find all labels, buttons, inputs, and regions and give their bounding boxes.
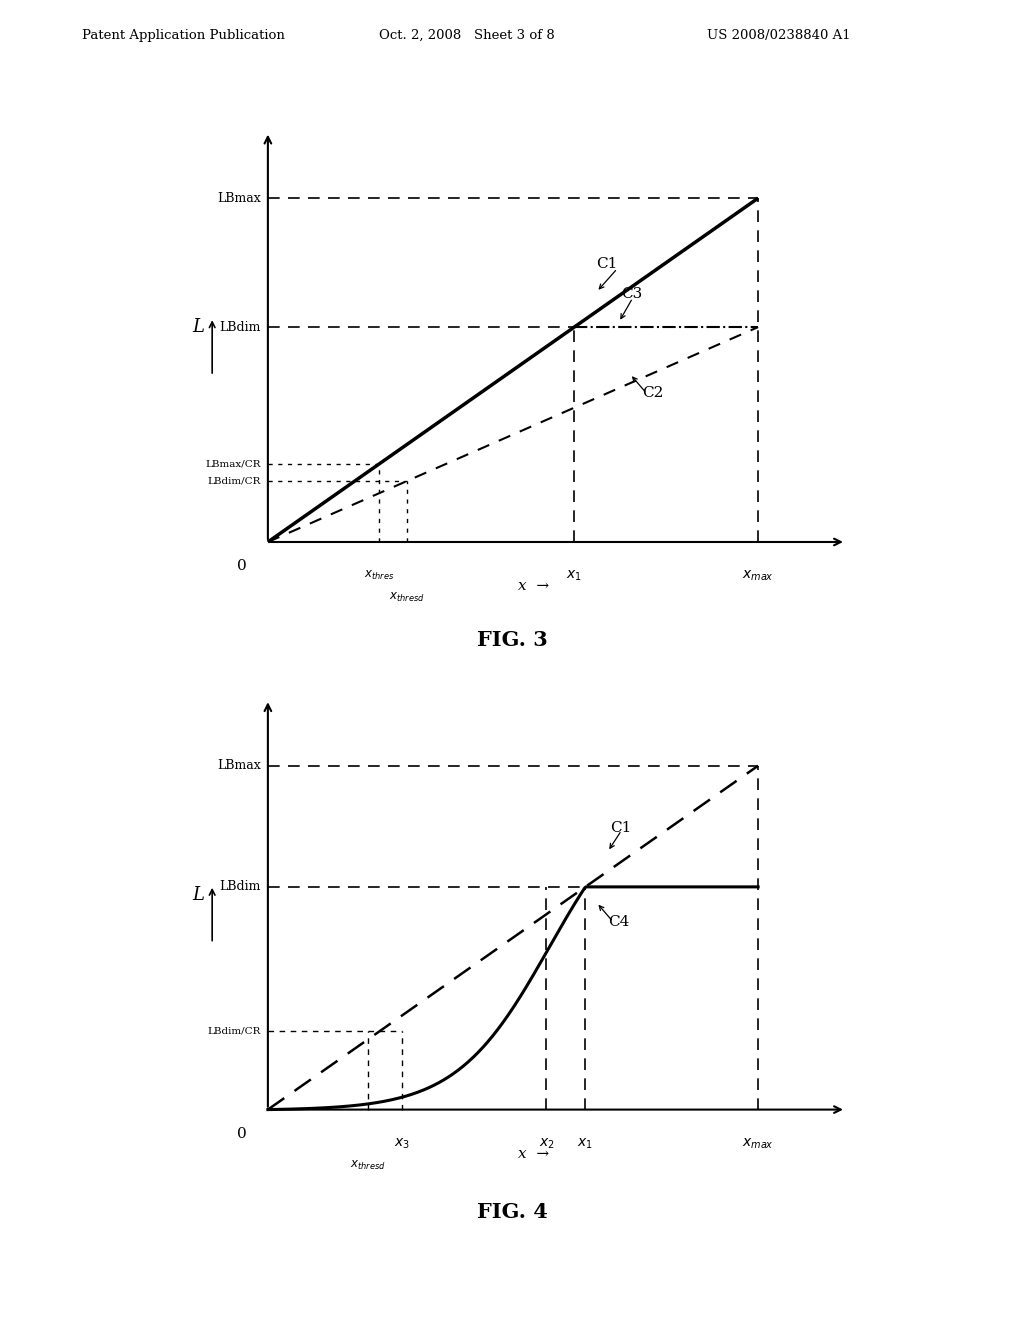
Text: FIG. 4: FIG. 4: [476, 1201, 548, 1222]
Text: 0: 0: [238, 560, 247, 573]
Text: $x_{thresd}$: $x_{thresd}$: [389, 591, 425, 605]
Text: x  →: x →: [518, 1147, 550, 1160]
Text: FIG. 3: FIG. 3: [476, 630, 548, 651]
Text: $x_{max}$: $x_{max}$: [742, 1137, 774, 1151]
Text: US 2008/0238840 A1: US 2008/0238840 A1: [707, 29, 850, 42]
Text: $x_2$: $x_2$: [539, 1137, 554, 1151]
Text: $x_{thresd}$: $x_{thresd}$: [350, 1159, 386, 1172]
Text: L: L: [193, 886, 204, 904]
Text: LBmax: LBmax: [217, 759, 261, 772]
Text: $x_{thres}$: $x_{thres}$: [365, 569, 394, 582]
Text: C1: C1: [610, 821, 632, 836]
Text: LBmax: LBmax: [217, 191, 261, 205]
Text: C3: C3: [622, 286, 643, 301]
Text: Oct. 2, 2008   Sheet 3 of 8: Oct. 2, 2008 Sheet 3 of 8: [379, 29, 555, 42]
Text: x  →: x →: [518, 579, 550, 593]
Text: C4: C4: [607, 915, 629, 929]
Text: LBdim: LBdim: [219, 880, 261, 894]
Text: $x_1$: $x_1$: [566, 569, 583, 583]
Text: Patent Application Publication: Patent Application Publication: [82, 29, 285, 42]
Text: 0: 0: [238, 1127, 247, 1140]
Text: LBmax/CR: LBmax/CR: [206, 459, 261, 469]
Text: C1: C1: [597, 257, 617, 272]
Text: $x_{max}$: $x_{max}$: [742, 569, 774, 583]
Text: C2: C2: [642, 387, 664, 400]
Text: L: L: [193, 318, 204, 337]
Text: LBdim: LBdim: [219, 321, 261, 334]
Text: LBdim/CR: LBdim/CR: [208, 477, 261, 486]
Text: $x_1$: $x_1$: [578, 1137, 593, 1151]
Text: LBdim/CR: LBdim/CR: [208, 1027, 261, 1036]
Text: $x_3$: $x_3$: [393, 1137, 410, 1151]
